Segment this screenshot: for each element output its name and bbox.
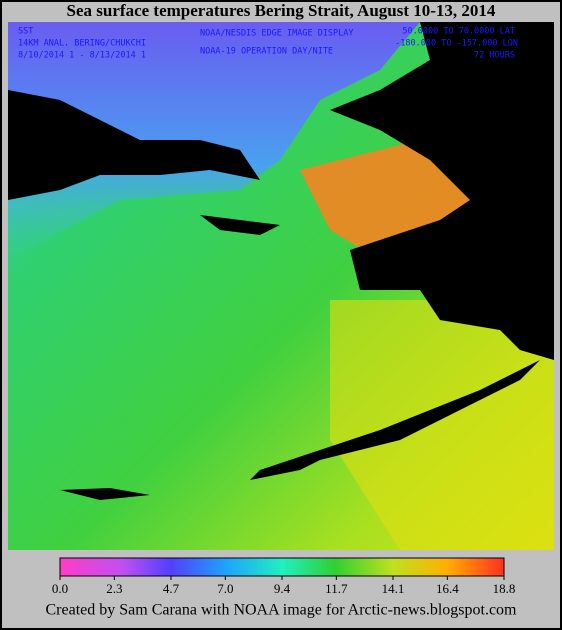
header-text: 50.0000 TO 70.0000 LAT [402,27,515,37]
header: SST 14KM ANAL. BERING/CHUKCHI 8/10/2014 … [18,27,518,61]
colorbar-tick-label: 9.4 [274,581,291,596]
header-text: -180.000 TO -157.000 LON [395,39,518,49]
credit: Created by Sam Carana with NOAA image fo… [46,602,518,619]
colorbar-tick-label: 2.3 [106,581,122,596]
title: Sea surface temperatures Bering Strait, … [67,1,496,20]
colorbar-ticks: 0.0 2.3 4.7 7.0 9.4 11.7 14.1 16.4 18.8 [52,576,516,596]
colorbar-tick-label: 0.0 [52,581,68,596]
island [200,215,280,235]
colorbar-tick-label: 16.4 [436,581,459,596]
header-text: NOAA-19 OPERATION DAY/NITE [200,47,333,57]
colorbar-tick-label: 14.1 [382,581,405,596]
header-text: 8/10/2014 1 - 8/13/2014 1 [18,51,146,61]
land-alaska [330,22,554,360]
header-text: NOAA/NESDIS EDGE IMAGE DISPLAY [200,29,354,39]
header-text: SST [18,27,33,37]
colorbar [59,557,505,577]
cold-water [8,22,420,260]
header-text: 14KM ANAL. BERING/CHUKCHI [18,39,146,49]
island [60,488,150,500]
warm-south [330,300,554,550]
colorbar-tick-label: 11.7 [325,581,348,596]
peninsula [250,360,540,480]
colorbar-tick-label: 7.0 [217,581,233,596]
land-chukotka [8,90,260,200]
header-text: 72 HOURS [474,51,515,61]
map [8,22,554,550]
colorbar-tick-label: 18.8 [493,581,516,596]
colorbar-tick-label: 4.7 [163,581,180,596]
